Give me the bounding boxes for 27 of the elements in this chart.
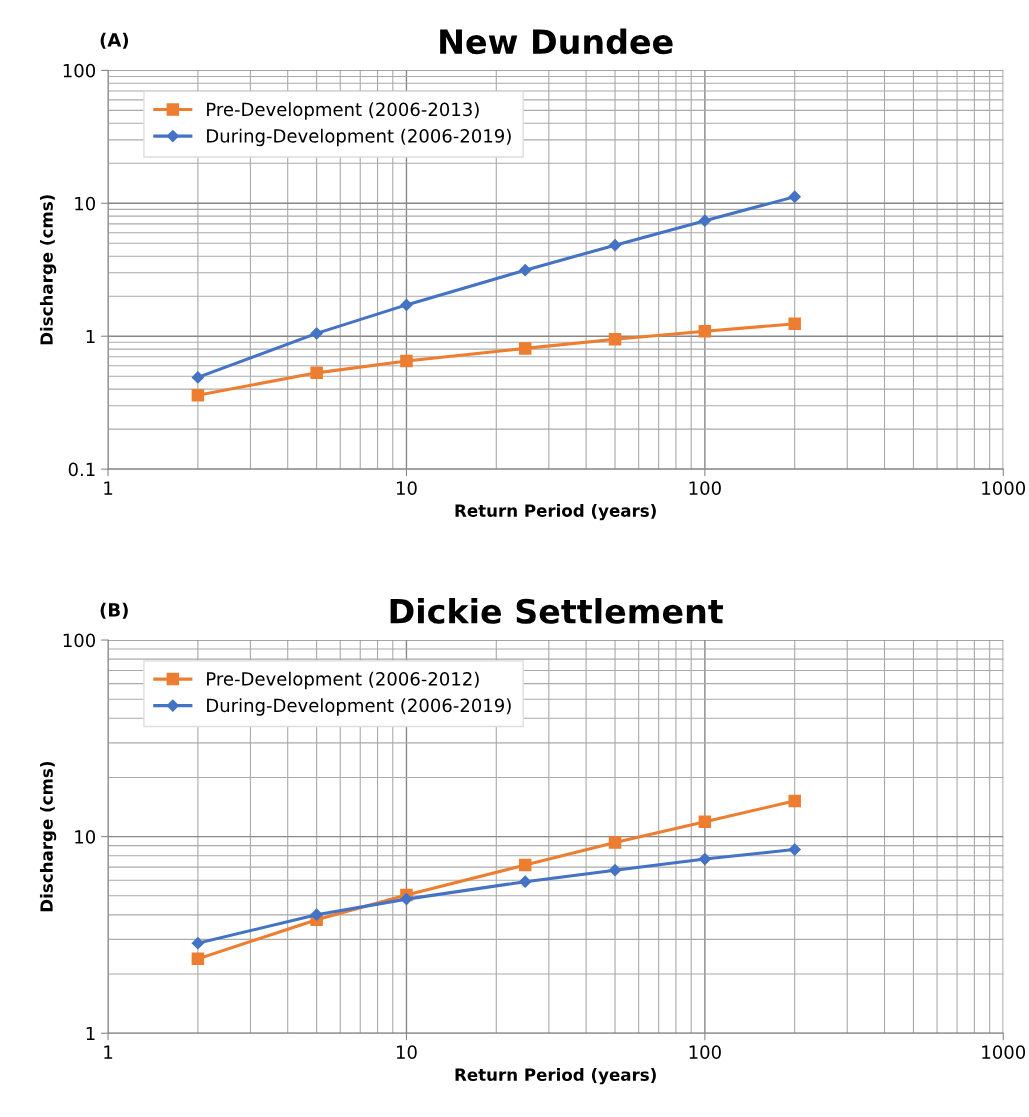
x-tick-label: 1 — [104, 481, 113, 495]
y-tick-label: 0.1 — [68, 462, 95, 477]
x-tick-label: 100 — [689, 1045, 721, 1060]
text: (B) — [100, 602, 128, 619]
x-tick-label: 1000 — [982, 1045, 1026, 1060]
text: (A) — [100, 32, 129, 49]
x-tick-label: 10 — [396, 1045, 417, 1060]
x-axis-title: Return Period (years) — [455, 1068, 656, 1085]
y-tick-label: 10 — [75, 830, 96, 844]
x-tick-label: 10 — [396, 481, 417, 495]
x-tick-label: 1 — [104, 1045, 113, 1059]
x-tick-label: 100 — [689, 481, 721, 495]
x-tick-label: 1000 — [982, 481, 1026, 495]
x-axis-title: Return Period (years) — [455, 503, 656, 521]
y-tick-label: 100 — [63, 633, 96, 648]
chart-title: New Dundee — [440, 28, 673, 55]
y-tick-label: 100 — [63, 63, 96, 78]
legend-label: During-Development (2006-2019) — [207, 128, 511, 147]
y-tick-label: 10 — [75, 196, 96, 211]
y-tick-label: 1 — [86, 1026, 95, 1041]
legend-label: Pre-Development (2006-2012) — [207, 671, 479, 690]
y-tick-label: 1 — [86, 329, 95, 344]
y-axis-title: Discharge (cms) — [39, 762, 57, 912]
legend-label: Pre-Development (2006-2013) — [207, 102, 479, 120]
y-axis-title: Discharge (cms) — [39, 195, 57, 345]
chart-title: Dickie Settlement — [390, 598, 723, 624]
legend-label: During-Development (2006-2019) — [207, 698, 511, 716]
